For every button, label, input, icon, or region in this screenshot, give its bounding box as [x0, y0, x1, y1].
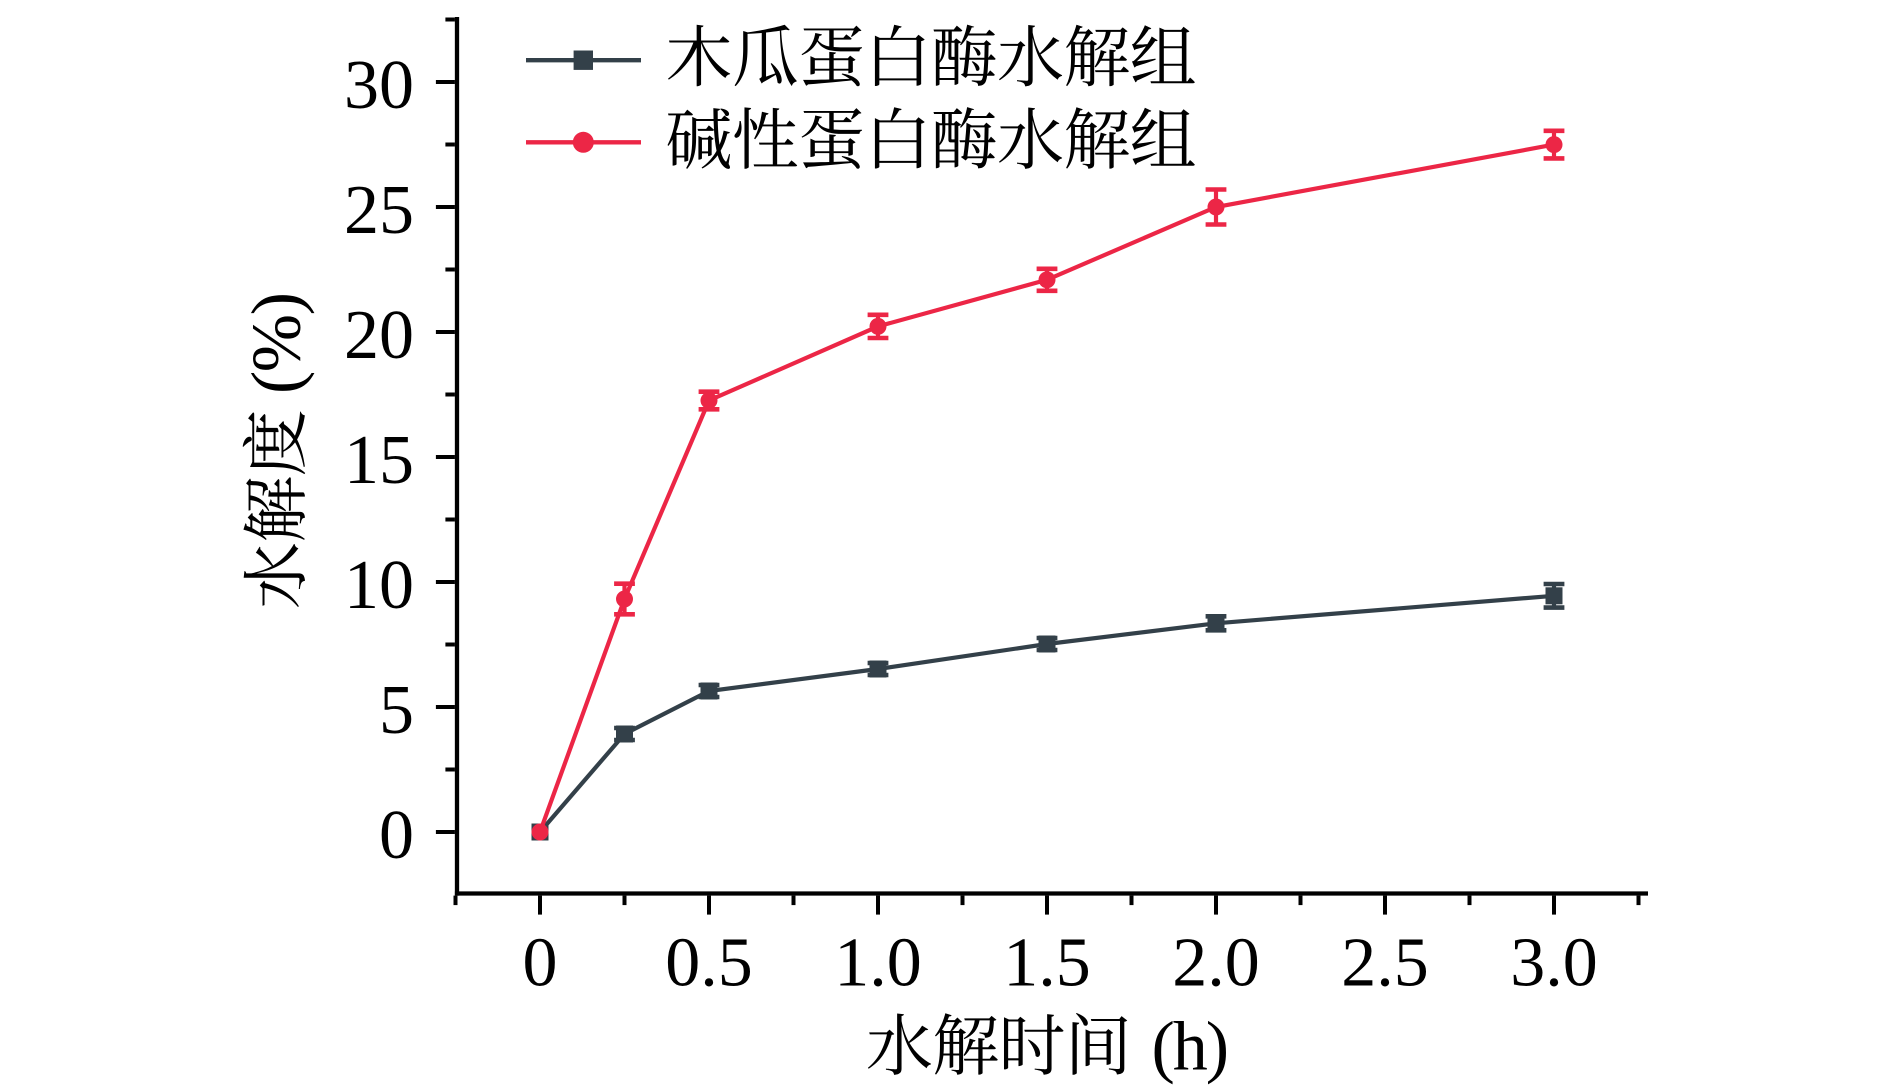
svg-text:(h): (h): [1152, 1009, 1228, 1086]
svg-text:30: 30: [344, 47, 414, 124]
svg-text:25: 25: [344, 172, 414, 249]
svg-text:3.0: 3.0: [1510, 925, 1598, 1002]
svg-text:15: 15: [344, 422, 414, 499]
svg-text:1.0: 1.0: [834, 925, 922, 1002]
svg-text:10: 10: [344, 547, 414, 624]
svg-text:1.5: 1.5: [1003, 925, 1091, 1002]
svg-text:0.5: 0.5: [665, 925, 753, 1002]
svg-text:20: 20: [344, 297, 414, 374]
svg-text:0: 0: [523, 925, 558, 1002]
svg-text:2.5: 2.5: [1341, 925, 1429, 1002]
svg-text:0: 0: [379, 797, 414, 874]
svg-text:5: 5: [379, 672, 414, 749]
svg-text:(%): (%): [239, 294, 316, 394]
svg-text:2.0: 2.0: [1172, 925, 1260, 1002]
